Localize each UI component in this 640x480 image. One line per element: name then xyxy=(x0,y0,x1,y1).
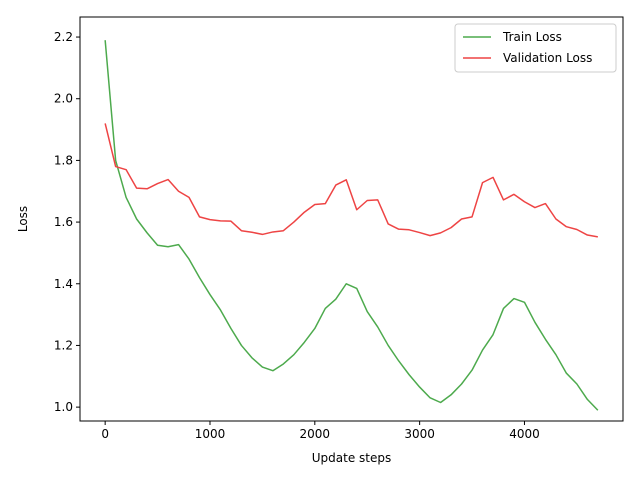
plot-area xyxy=(80,17,623,421)
y-axis-label: Loss xyxy=(16,206,30,232)
legend-box xyxy=(454,23,617,73)
y-tick-label: 1.8 xyxy=(54,153,73,167)
x-axis-ticks: 0 1000 2000 3000 4000 xyxy=(101,421,540,441)
legend: Train Loss Validation Loss xyxy=(454,23,617,73)
legend-label-validation-loss: Validation Loss xyxy=(503,51,592,65)
y-tick-label: 2.0 xyxy=(54,92,73,106)
series-line-validation-loss xyxy=(104,123,598,238)
plot-frame xyxy=(79,16,624,422)
legend-label-train-loss: Train Loss xyxy=(502,30,562,44)
x-axis-label: Update steps xyxy=(312,451,391,465)
series-lines xyxy=(104,40,599,411)
x-tick-label: 4000 xyxy=(509,427,540,441)
y-tick-label: 1.4 xyxy=(54,277,73,291)
y-tick-label: 2.2 xyxy=(54,30,73,44)
x-tick-label: 3000 xyxy=(404,427,435,441)
y-axis-ticks: 1.0 1.2 1.4 1.6 1.8 2.0 2.2 xyxy=(54,30,80,414)
y-tick-label: 1.6 xyxy=(54,215,73,229)
series-line-train-loss xyxy=(104,40,599,411)
x-tick-label: 1000 xyxy=(195,427,226,441)
x-tick-label: 0 xyxy=(101,427,109,441)
y-tick-label: 1.0 xyxy=(54,400,73,414)
x-tick-label: 2000 xyxy=(300,427,331,441)
y-tick-label: 1.2 xyxy=(54,338,73,352)
